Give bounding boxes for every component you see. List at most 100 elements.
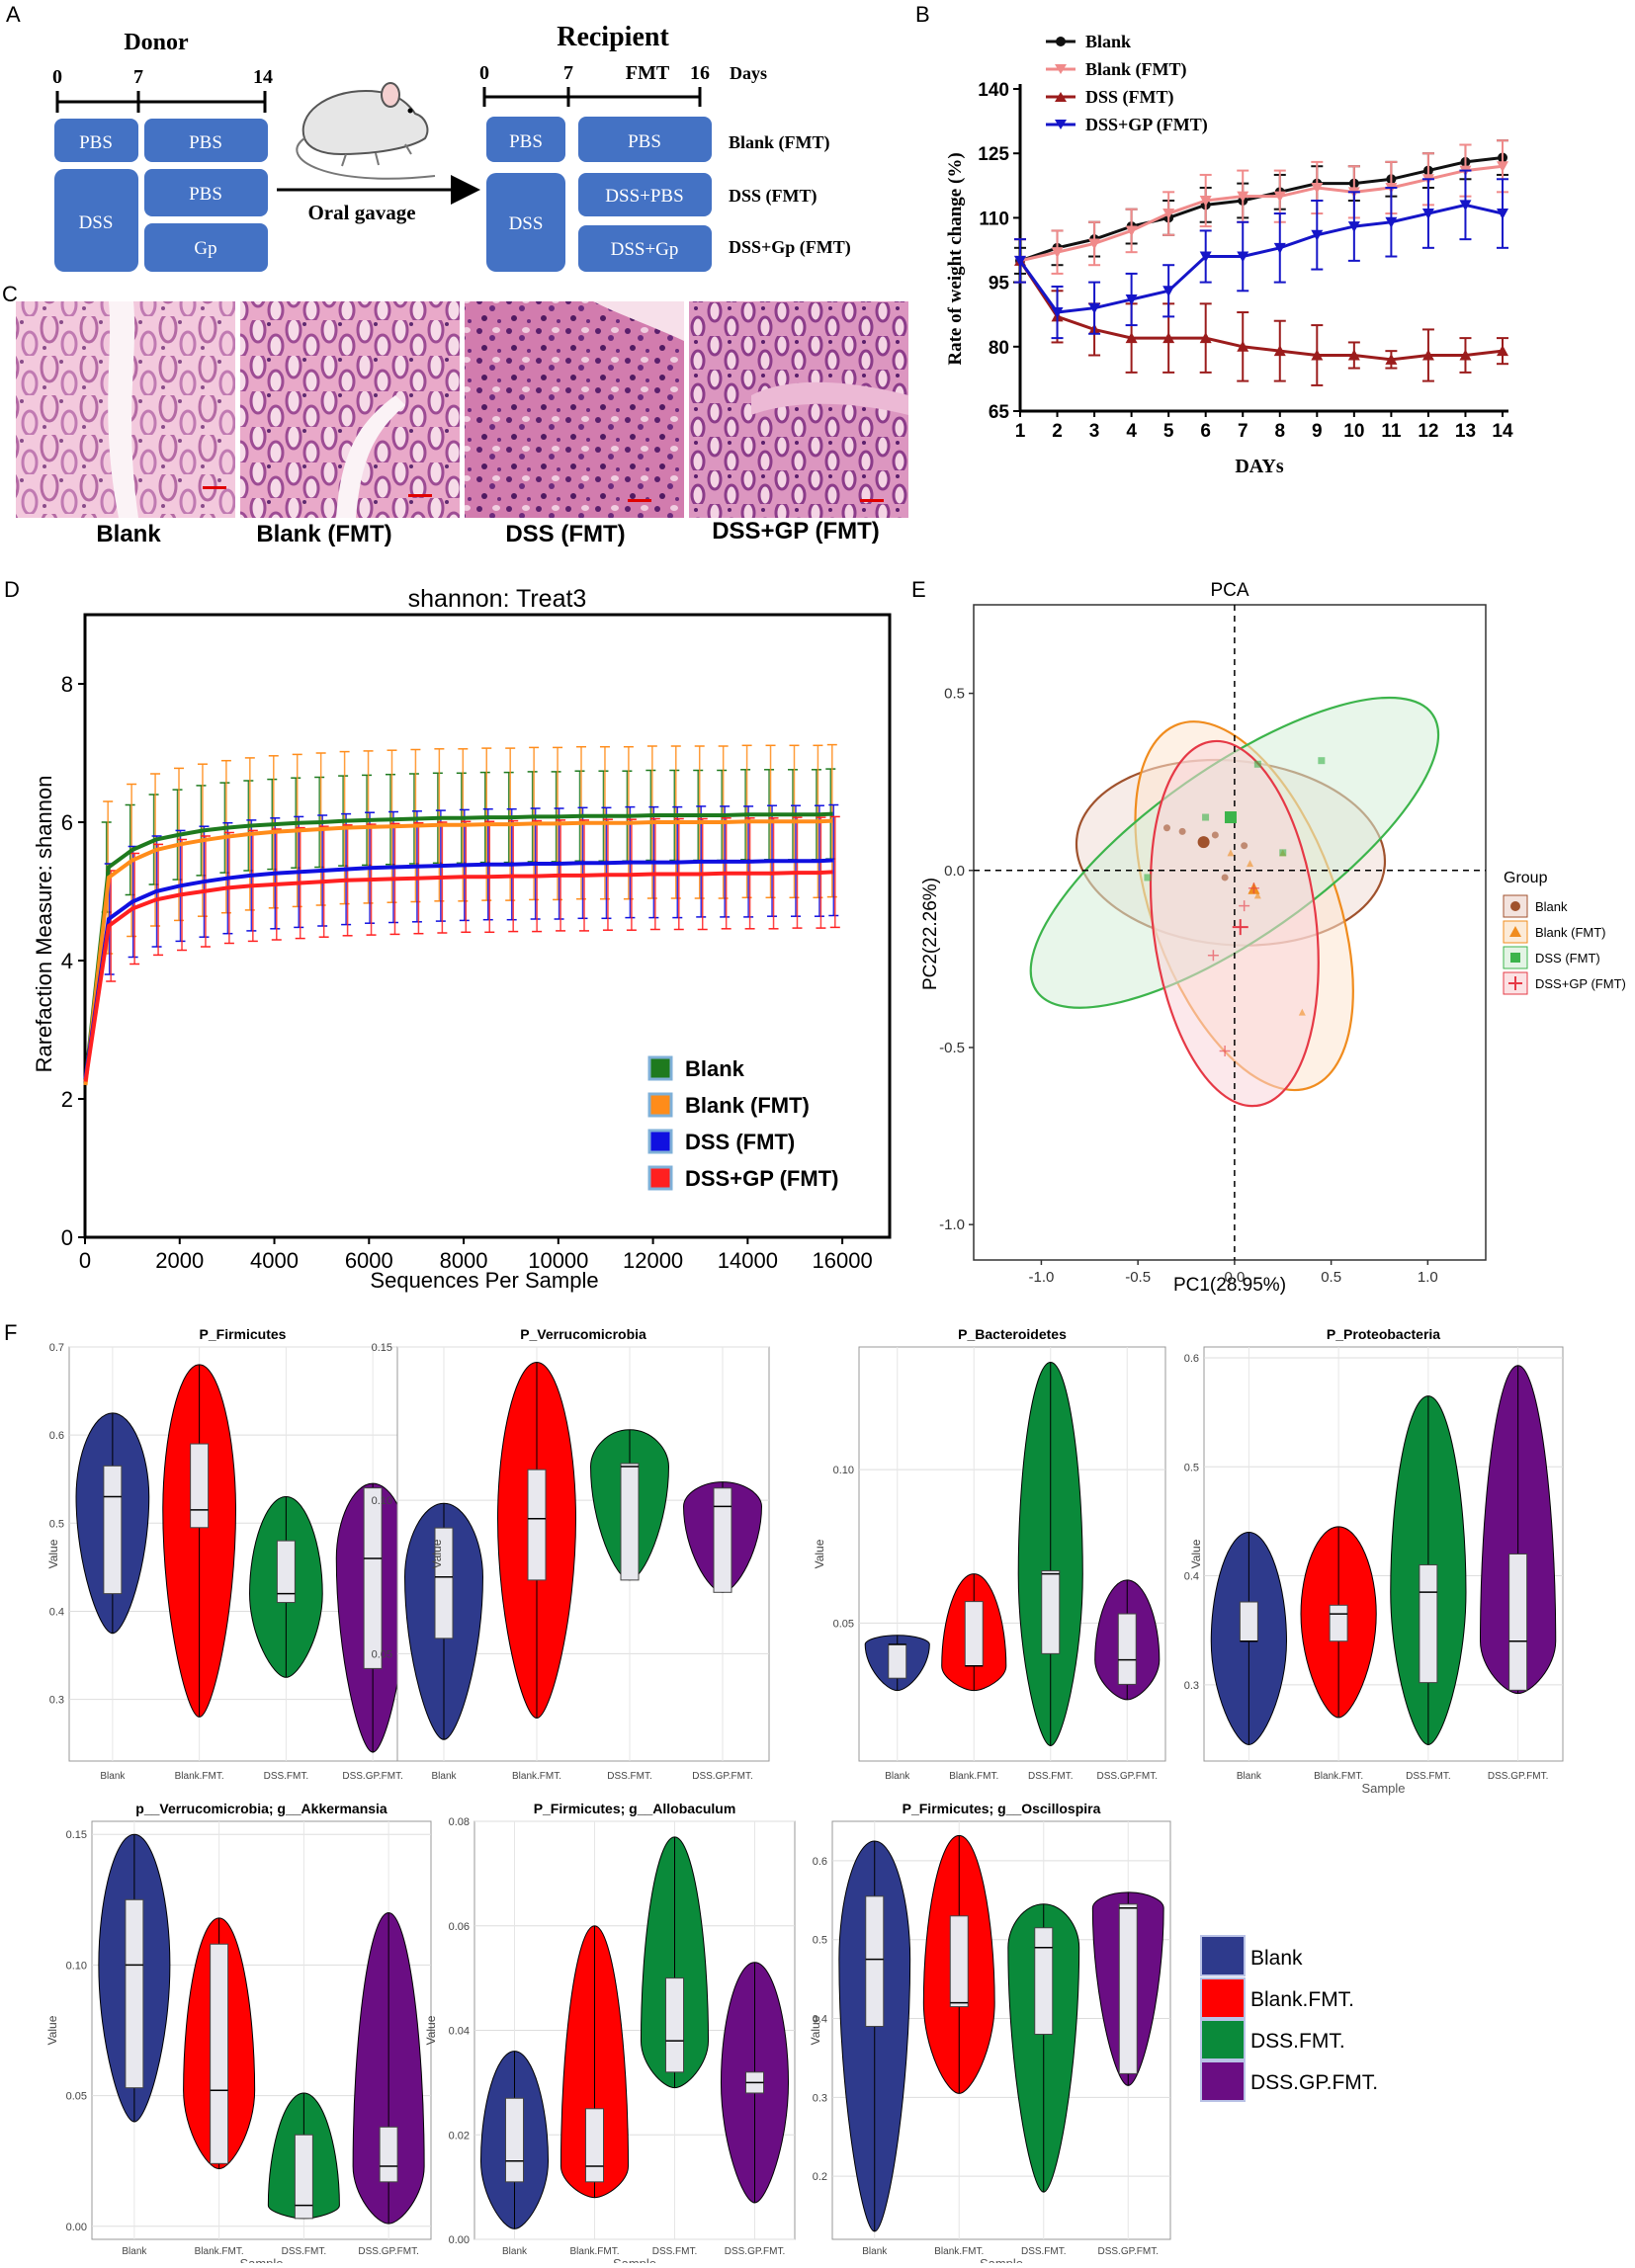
pca-x-tick-label: 0.0 xyxy=(1224,1269,1245,1286)
violin-panel-title: p__Verrucomicrobia; g__Akkermansia xyxy=(135,1801,387,1816)
violin-x-tick-label: DSS.GP.FMT. xyxy=(358,2246,419,2257)
rarefaction-x-tick-label: 6000 xyxy=(345,1248,393,1273)
rarefaction-legend-swatch-dss-fmt xyxy=(647,1129,673,1154)
pca-point-dss-gp-fmt xyxy=(1219,1046,1231,1057)
rarefaction-curve-dss-gp-fmt xyxy=(83,870,833,1082)
pca-x-tick-label: -0.5 xyxy=(1125,1269,1151,1286)
weight-x-tick-label: 13 xyxy=(1455,421,1476,442)
recipient-fmt-label: FMT xyxy=(626,62,670,84)
violin-x-tick-label: DSS.GP.FMT. xyxy=(342,1771,403,1782)
pca-point-dss-gp-fmt xyxy=(1207,950,1219,962)
pca-point-blank-fmt xyxy=(1227,849,1235,857)
weight-x-tick-label: 10 xyxy=(1343,421,1364,442)
pca-x-tick-label: -1.0 xyxy=(1028,1269,1054,1286)
violin-legend-swatch-dssgp-fmt xyxy=(1200,2060,1246,2102)
violin-x-tick-label: Blank xyxy=(100,1771,126,1782)
recipient-pbs-label-2: PBS xyxy=(628,131,661,152)
rarefaction-ylabel: Rarefaction Measure: shannon xyxy=(32,776,56,1073)
weight-point-dss-gp-fmt xyxy=(1385,216,1398,228)
weight-point-blank-fmt xyxy=(1237,191,1249,203)
weight-point-blank-fmt xyxy=(1311,182,1324,194)
weight-point-dss-gp-fmt xyxy=(1273,242,1286,254)
violin-box-dss-fmt xyxy=(665,1977,684,2073)
pca-legend-title: Group xyxy=(1504,870,1548,886)
violin-box-dss-fmt xyxy=(276,1540,296,1604)
pca-legend-label-blank: Blank xyxy=(1535,899,1568,914)
weight-x-tick-label: 9 xyxy=(1312,421,1323,442)
panel-letter-c: C xyxy=(2,282,18,306)
weight-x-tick-label: 5 xyxy=(1163,421,1174,442)
violin-panel-p-firmicutes-g-oscillospira: 0.2 0.3 0.4 0.5 0.6 Blank Blank.FMT. DSS.FMT. DS… xyxy=(809,1801,1171,2268)
violin-panel-title: P_Proteobacteria xyxy=(1327,1326,1440,1342)
violin-y-tick-label: 0.4 xyxy=(49,1606,64,1618)
donor-dss-box xyxy=(54,169,138,272)
pca-point-blank xyxy=(1211,831,1219,839)
violin-box-dss-fmt xyxy=(620,1463,640,1581)
donor-pbs-label-3: PBS xyxy=(189,184,222,205)
violin-x-tick-label: Blank.FMT. xyxy=(512,1771,561,1782)
violin-panel-p-proteobacteria: 0.3 0.4 0.5 0.6 Blank Blank.FMT. DSS.FMT. DSS.G… xyxy=(1184,1326,1564,1796)
weight-point-dss-gp-fmt xyxy=(1311,229,1324,241)
rarefaction-curve-blank-fmt xyxy=(83,818,833,1086)
rarefaction-y-tick-label: 2 xyxy=(61,1087,73,1112)
panel-letter-d: D xyxy=(4,577,20,602)
rarefaction-legend-swatch-blank xyxy=(647,1055,673,1081)
pca-point-dss-fmt xyxy=(1202,813,1210,821)
rarefaction-legend-label-dss-fmt: DSS (FMT) xyxy=(685,1130,795,1154)
pca-point-dss-fmt xyxy=(1144,874,1152,882)
violin-ylabel: Value xyxy=(424,2015,438,2045)
weight-point-dss-gp-fmt xyxy=(1459,200,1472,211)
recipient-pbs-label-1: PBS xyxy=(509,131,543,152)
violin-legend-swatch-dss-fmt xyxy=(1200,2019,1246,2060)
weight-point-dss-fmt xyxy=(1125,332,1138,344)
violin-ylabel: Value xyxy=(809,2015,822,2045)
violin-x-tick-label: Blank.FMT. xyxy=(175,1771,224,1782)
rarefaction-legend-swatch-dssgp-fmt xyxy=(647,1165,673,1191)
rarefaction-x-tick-label: 14000 xyxy=(718,1248,778,1273)
violin-box-blank xyxy=(103,1465,123,1595)
violin-panel-title: P_Firmicutes; g__Oscillospira xyxy=(903,1801,1101,1816)
histology-caption-dssgp-fmt: DSS+GP (FMT) xyxy=(712,518,880,545)
group-label-blank-fmt: Blank (FMT) xyxy=(729,132,830,153)
weight-y-tick-label: 110 xyxy=(979,209,1009,229)
pca-legend-marker-blank-fmt xyxy=(1509,926,1521,937)
weight-x-tick-label: 8 xyxy=(1274,421,1285,442)
violin-y-tick-label: 0.7 xyxy=(49,1342,64,1354)
pca-legend-marker-blank xyxy=(1510,901,1520,911)
violin-box-blank-fmt xyxy=(210,1943,229,2164)
weight-point-blank-fmt xyxy=(1273,191,1286,203)
weight-x-tick-label: 12 xyxy=(1418,421,1438,442)
legend-marker-dssgp-fmt xyxy=(1055,120,1067,129)
violin-panel-p-bacteroidetes: 0.05 0.10 Blank Blank.FMT. DSS.FMT. DSS.GP.FM… xyxy=(813,1326,1166,1782)
legend-label-blank-fmt: Blank (FMT) xyxy=(1085,59,1187,80)
donor-gp-label: Gp xyxy=(194,238,216,259)
rarefaction-x-tick-label: 12000 xyxy=(623,1248,683,1273)
recipient-dss-box xyxy=(486,173,565,272)
weight-line-dss-gp-fmt xyxy=(1018,203,1504,314)
violin-box-dss-gp-fmt xyxy=(1118,1903,1138,2074)
violin-x-tick-label: Blank xyxy=(431,1771,457,1782)
rarefaction-xlabel: Sequences Per Sample xyxy=(370,1268,598,1293)
weight-point-dss-gp-fmt xyxy=(1497,209,1508,220)
violin-x-tick-label: Blank.FMT. xyxy=(934,2246,984,2257)
weight-point-blank-fmt xyxy=(1125,225,1138,237)
pca-legend: Group Blank Blank (FMT) DSS (FMT) DSS+GP… xyxy=(1503,870,1626,995)
recipient-title: Recipient xyxy=(557,22,669,52)
violin-legend-label-dssgp-fmt: DSS.GP.FMT. xyxy=(1250,2071,1378,2094)
violin-y-tick-label: 0.10 xyxy=(833,1465,854,1476)
histology-image-blank-fmt xyxy=(240,301,460,518)
violin-x-tick-label: Blank.FMT. xyxy=(1314,1771,1363,1782)
violin-box-dss-fmt xyxy=(1419,1564,1438,1684)
donor-pbs-label-1: PBS xyxy=(79,132,113,153)
rarefaction-x-tick-label: 4000 xyxy=(250,1248,299,1273)
legend-marker-dss-fmt xyxy=(1055,92,1067,102)
violin-box-dss-fmt xyxy=(294,2134,313,2220)
pca-y-tick-label: 0.0 xyxy=(944,863,965,880)
violin-ylabel: Value xyxy=(1189,1539,1203,1568)
histology-caption-blank: Blank xyxy=(96,521,161,547)
rarefaction-y-tick-label: 6 xyxy=(61,810,73,835)
violin-panel-title: P_Bacteroidetes xyxy=(958,1326,1067,1342)
pca-centroid-dss-fmt xyxy=(1224,811,1237,824)
rarefaction-legend-label-blank-fmt: Blank (FMT) xyxy=(685,1093,810,1118)
